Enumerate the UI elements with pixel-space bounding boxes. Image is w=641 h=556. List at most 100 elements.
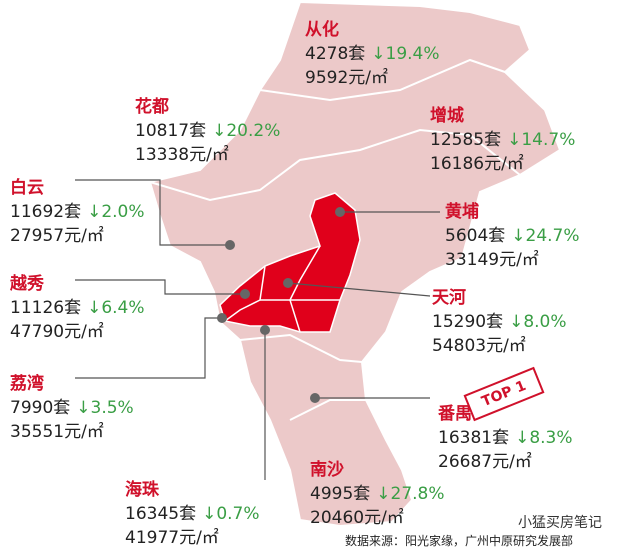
district-label: 增城 12585套 ↓14.7% 16186元/㎡ (430, 104, 575, 176)
dot (335, 207, 345, 217)
dot (310, 393, 320, 403)
price: 9592元/㎡ (305, 68, 388, 88)
name-row: 海珠 (125, 478, 260, 502)
source: 数据来源：阳光家缘，广州中原研究发展部 (345, 534, 574, 548)
border (224, 265, 266, 322)
price: 41977元/㎡ (125, 528, 219, 548)
change: ↓27.8% (376, 484, 445, 504)
change: ↓8.3% (515, 428, 573, 448)
district-label: 天河 15290套 ↓8.0% 54803元/㎡ (432, 286, 567, 358)
units-row: 4278套 ↓19.4% (305, 42, 440, 66)
change: ↓19.4% (371, 44, 440, 64)
price: 33149元/㎡ (445, 250, 539, 270)
name-row: 番禺 (438, 402, 573, 426)
district-name: 番禺 (438, 404, 472, 424)
price-row: 35551元/㎡ (10, 420, 134, 444)
watermark: 小猛买房笔记 (518, 515, 602, 531)
district-label: 白云 11692套 ↓2.0% 27957元/㎡ (10, 176, 145, 248)
border (289, 399, 366, 421)
price: 26687元/㎡ (438, 452, 532, 472)
price-row: 47790元/㎡ (10, 320, 145, 344)
units-row: 11692套 ↓2.0% (10, 200, 145, 224)
district-label: 南沙 4995套 ↓27.8% 20460元/㎡ (310, 458, 445, 530)
district-label: 荔湾 7990套 ↓3.5% 35551元/㎡ (10, 372, 134, 444)
dot (260, 325, 270, 335)
price: 13338元/㎡ (135, 145, 229, 165)
units: 4278套 (305, 44, 366, 64)
units: 11126套 (10, 298, 82, 318)
district-name: 荔湾 (10, 374, 44, 394)
units: 16345套 (125, 504, 197, 524)
units-row: 16345套 ↓0.7% (125, 502, 260, 526)
dot (283, 278, 293, 288)
name-row: 越秀 (10, 272, 145, 296)
border (289, 245, 321, 333)
name-row: 天河 (432, 286, 567, 310)
district-label: 从化 4278套 ↓19.4% 9592元/㎡ (305, 18, 440, 90)
units: 7990套 (10, 398, 71, 418)
units-row: 7990套 ↓3.5% (10, 396, 134, 420)
units: 15290套 (432, 312, 504, 332)
district-name: 白云 (10, 178, 44, 198)
name-row: 花都 (135, 95, 280, 119)
district-label: 越秀 11126套 ↓6.4% 47790元/㎡ (10, 272, 145, 344)
district-name: 海珠 (125, 480, 159, 500)
leader-line (75, 279, 245, 295)
leader-line (287, 282, 431, 297)
price-row: 20460元/㎡ (310, 506, 445, 530)
change: ↓2.0% (87, 202, 145, 222)
district-name: 黄埔 (445, 202, 479, 222)
district-label: 花都 10817套 ↓20.2% 13338元/㎡ (135, 95, 280, 167)
leaders (75, 179, 440, 480)
dots (217, 207, 345, 403)
dot (225, 240, 235, 250)
units-row: 4995套 ↓27.8% (310, 482, 445, 506)
leader-line (75, 317, 222, 379)
price-row: 9592元/㎡ (305, 66, 440, 90)
change: ↓20.2% (212, 121, 281, 141)
price-row: 27957元/㎡ (10, 224, 145, 248)
border (149, 128, 521, 202)
name-row: 黄埔 (445, 200, 580, 224)
name-row: 从化 (305, 18, 440, 42)
price: 20460元/㎡ (310, 508, 404, 528)
units-row: 12585套 ↓14.7% (430, 128, 575, 152)
dot (217, 313, 227, 323)
dot (240, 289, 250, 299)
change: ↓24.7% (511, 226, 580, 246)
change: ↓0.7% (202, 504, 260, 524)
price: 47790元/㎡ (10, 322, 104, 342)
leader-line (75, 179, 230, 246)
units: 4995套 (310, 484, 371, 504)
units-row: 15290套 ↓8.0% (432, 310, 567, 334)
units: 12585套 (430, 130, 502, 150)
district-label: 海珠 16345套 ↓0.7% 41977元/㎡ (125, 478, 260, 550)
name-row: 南沙 (310, 458, 445, 482)
district-name: 从化 (305, 20, 339, 40)
price: 27957元/㎡ (10, 226, 104, 246)
district-name: 花都 (135, 97, 169, 117)
units: 5604套 (445, 226, 506, 246)
name-row: 白云 (10, 176, 145, 200)
units-row: 10817套 ↓20.2% (135, 119, 280, 143)
price: 54803元/㎡ (432, 336, 526, 356)
price-row: 26687元/㎡ (438, 450, 573, 474)
units: 16381套 (438, 428, 510, 448)
district-name: 天河 (432, 288, 466, 308)
district-name: 越秀 (10, 274, 44, 294)
border (259, 58, 506, 102)
change: ↓14.7% (507, 130, 576, 150)
price-row: 54803元/㎡ (432, 334, 567, 358)
change: ↓8.0% (509, 312, 567, 332)
units-row: 5604套 ↓24.7% (445, 224, 580, 248)
units: 10817套 (135, 121, 207, 141)
price-row: 13338元/㎡ (135, 143, 280, 167)
district-name: 增城 (430, 106, 464, 126)
district-label: 黄埔 5604套 ↓24.7% 33149元/㎡ (445, 200, 580, 272)
district-label: 番禺 16381套 ↓8.3% 26687元/㎡ (438, 402, 573, 474)
name-row: 荔湾 (10, 372, 134, 396)
change: ↓6.4% (87, 298, 145, 318)
units-row: 16381套 ↓8.3% (438, 426, 573, 450)
